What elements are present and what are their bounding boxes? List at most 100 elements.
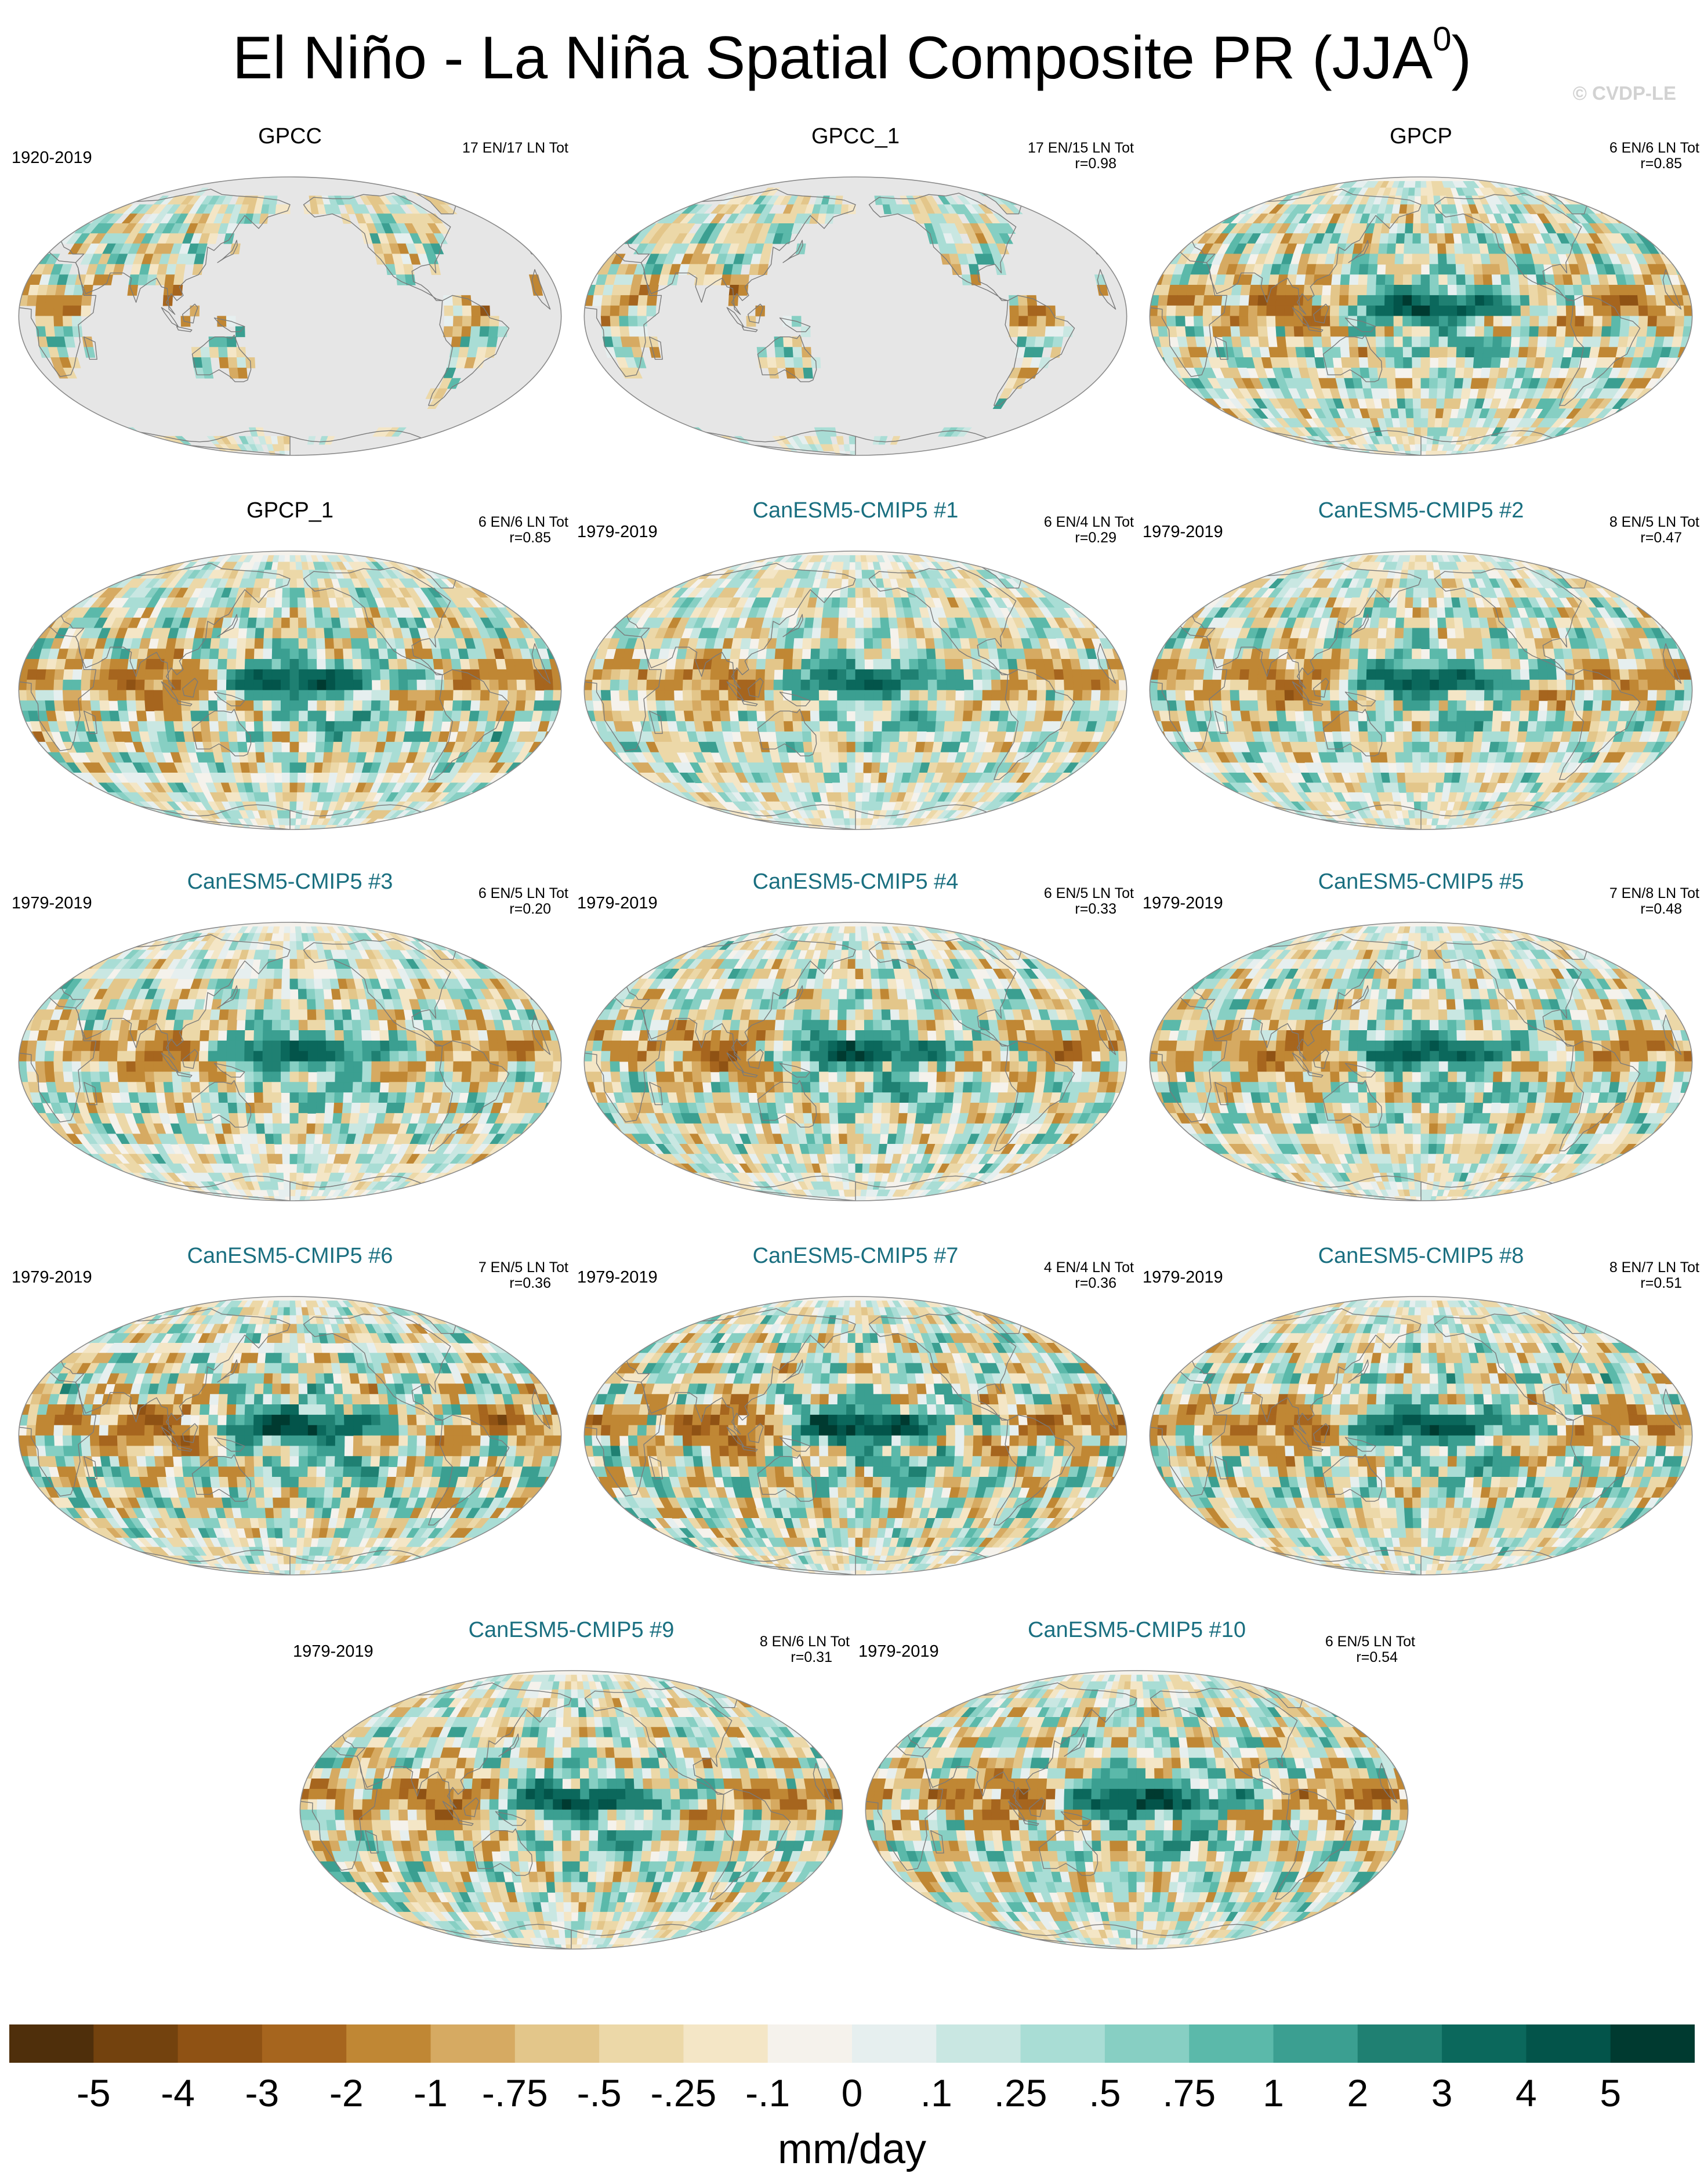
field-cell <box>1036 316 1047 327</box>
field-cell <box>1564 181 1585 189</box>
field-cell <box>1242 427 1263 437</box>
field-cell <box>818 679 829 691</box>
field-cell <box>71 578 93 589</box>
field-cell <box>1435 213 1445 224</box>
field-cell <box>610 316 620 327</box>
field-cell <box>175 264 186 276</box>
field-cell <box>1284 316 1295 327</box>
field-cell <box>84 801 107 811</box>
field-cell <box>1215 195 1238 205</box>
field-cell <box>1412 398 1422 410</box>
field-cell <box>306 628 317 639</box>
field-cell <box>507 679 518 691</box>
field-cell <box>1413 204 1422 215</box>
field-cell <box>217 690 227 701</box>
field-cell <box>488 700 499 712</box>
field-cell <box>810 669 820 680</box>
field-cell <box>434 223 451 234</box>
field-cell <box>1286 444 1305 451</box>
field-cell <box>54 669 65 680</box>
field-cell <box>1623 213 1644 224</box>
field-cell <box>89 679 100 691</box>
field-cell <box>926 649 937 660</box>
field-cell <box>1457 305 1467 317</box>
field-cell <box>1230 436 1252 445</box>
field-cell <box>289 628 299 639</box>
field-cell <box>838 607 848 618</box>
field-cell <box>1404 243 1413 255</box>
field-cell <box>101 274 114 285</box>
field-cell <box>657 658 668 670</box>
field-cell <box>746 658 757 670</box>
field-cell <box>1447 284 1458 296</box>
field-cell <box>833 204 842 215</box>
field-cell <box>1528 284 1539 296</box>
field-cell <box>201 731 212 743</box>
field-cell <box>277 562 285 571</box>
field-cell <box>411 825 428 830</box>
field-cell <box>610 679 620 691</box>
field-cell <box>619 679 629 691</box>
field-cell <box>1176 326 1187 338</box>
field-cell <box>971 181 990 189</box>
field-cell <box>1482 347 1493 358</box>
field-cell <box>62 690 73 701</box>
field-cell <box>909 658 919 670</box>
field-cell <box>1566 187 1587 197</box>
field-cell <box>1601 295 1612 306</box>
field-cell <box>814 607 824 618</box>
field-cell <box>1466 305 1476 317</box>
field-cell <box>111 195 132 205</box>
field-cell <box>281 597 291 608</box>
field-cell <box>782 669 793 680</box>
field-cell <box>695 562 716 571</box>
field-cell <box>937 679 947 691</box>
field-cell <box>278 444 285 451</box>
field-cell <box>843 444 851 451</box>
field-cell <box>1481 357 1492 368</box>
field-cell <box>873 649 883 660</box>
field-cell <box>422 818 442 825</box>
field-cell <box>800 669 811 680</box>
field-cell <box>864 669 874 680</box>
field-cell <box>683 658 695 670</box>
field-cell <box>1394 264 1404 276</box>
field-cell <box>1438 274 1448 285</box>
field-cell <box>1445 243 1456 255</box>
field-cell <box>246 628 256 639</box>
field-cell <box>202 367 214 379</box>
field-cell <box>1275 316 1285 327</box>
field-cell <box>315 628 325 639</box>
field-cell <box>650 570 672 579</box>
field-cell <box>1420 444 1427 451</box>
field-cell <box>280 669 291 680</box>
field-cell <box>1655 295 1666 306</box>
field-cell <box>823 597 833 608</box>
field-cell <box>1267 451 1286 455</box>
field-cell <box>154 669 164 680</box>
field-cell <box>398 700 408 712</box>
field-cell <box>1384 305 1394 317</box>
field-cell <box>217 658 228 670</box>
field-cell <box>988 649 999 660</box>
field-cell <box>1286 181 1305 189</box>
field-cell <box>416 690 427 701</box>
field-cell <box>368 731 379 743</box>
field-cell <box>838 638 847 650</box>
field-cell <box>124 810 145 819</box>
field-cell <box>1438 264 1448 276</box>
coastline <box>84 336 97 360</box>
field-cell <box>1464 274 1475 285</box>
coastline <box>505 216 514 224</box>
field-cell <box>126 679 136 691</box>
field-cell <box>1628 295 1639 306</box>
coastline <box>994 295 1075 406</box>
field-cell <box>317 700 327 712</box>
field-cell <box>199 669 209 680</box>
field-cell <box>1405 398 1414 410</box>
field-cell <box>909 679 920 691</box>
field-cell <box>1538 316 1549 327</box>
field-cell <box>209 649 220 660</box>
field-cell <box>144 669 155 680</box>
field-cell <box>1661 243 1677 255</box>
